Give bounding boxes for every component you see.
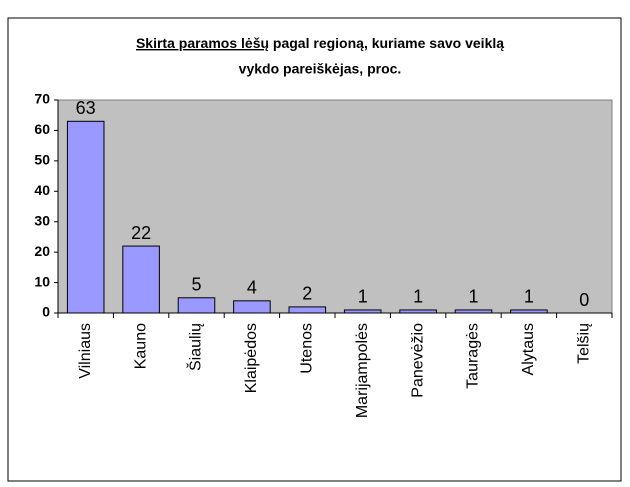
x-tick-label: Alytaus [520, 323, 537, 375]
bar [233, 300, 271, 314]
chart-title: vykdo pareiškėjas, proc. [239, 61, 402, 77]
x-tick-label: Vilniaus [77, 323, 94, 379]
y-tick-label: 20 [34, 243, 50, 259]
y-tick-label: 50 [34, 152, 50, 168]
y-tick-label: 30 [34, 212, 50, 228]
data-label: 1 [358, 287, 368, 307]
x-tick-label: Šiaulių [186, 323, 205, 371]
x-tick-label: Telšių [576, 323, 593, 364]
data-label: 2 [302, 284, 312, 304]
data-label: 4 [247, 278, 257, 298]
bar [122, 245, 160, 314]
bar [510, 309, 548, 314]
title-underlined: Skirta paramos lėšų [136, 35, 269, 51]
data-label: 22 [131, 223, 151, 243]
y-tick-label: 0 [42, 304, 50, 320]
bar [288, 306, 327, 314]
data-label: 0 [579, 290, 589, 310]
bar [177, 297, 216, 314]
data-label: 63 [76, 98, 96, 118]
y-tick-label: 40 [34, 182, 50, 198]
y-tick-label: 60 [34, 121, 50, 137]
data-label: 5 [191, 275, 201, 295]
bar [66, 120, 105, 314]
x-tick-label: Utenos [299, 323, 316, 374]
y-tick-label: 70 [34, 91, 50, 107]
x-tick-label: Tauragės [465, 323, 482, 389]
y-tick-label: 10 [34, 273, 50, 289]
x-tick-label: Panevėžio [409, 323, 426, 398]
x-tick-label: Klaipėdos [243, 323, 260, 393]
chart-title: Skirta paramos lėšų pagal regioną, kuria… [136, 35, 504, 51]
data-label: 1 [413, 287, 423, 307]
bar [399, 309, 437, 314]
x-tick-label: Kauno [132, 323, 149, 369]
x-tick-label: Marijampolės [354, 323, 371, 418]
title-line: pagal regioną, kuriame savo veiklą [269, 35, 504, 51]
data-label: 1 [468, 287, 478, 307]
bar [454, 309, 493, 314]
bar [343, 309, 382, 314]
data-label: 1 [524, 287, 534, 307]
